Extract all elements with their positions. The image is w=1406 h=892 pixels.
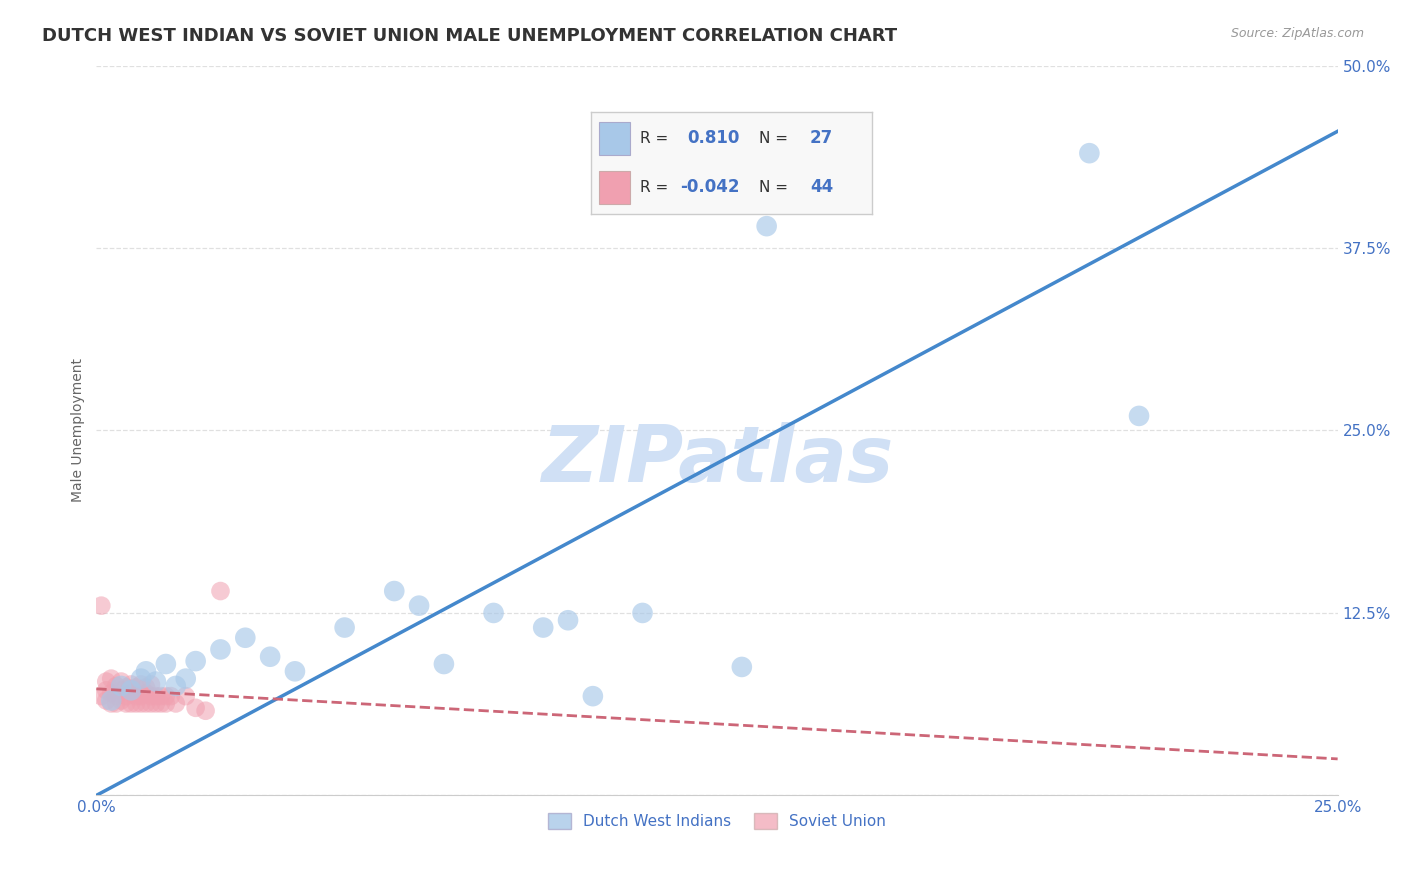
Point [155, 697, 177, 711]
Text: R =: R = [640, 130, 673, 145]
Text: Source: ZipAtlas.com: Source: ZipAtlas.com [1230, 27, 1364, 40]
Point [755, 219, 778, 234]
Point [165, 679, 187, 693]
Point [110, 674, 132, 689]
Point [135, 697, 157, 711]
Point [96, 674, 118, 689]
Bar [599, 122, 630, 154]
Text: N =: N = [759, 130, 793, 145]
Point [125, 689, 148, 703]
Text: N =: N = [759, 180, 793, 195]
Point [120, 683, 142, 698]
Point [184, 654, 207, 668]
Point [408, 599, 430, 613]
Point [155, 689, 177, 703]
Point [1128, 409, 1150, 423]
Point [233, 631, 256, 645]
Point [90, 689, 112, 703]
Text: -0.042: -0.042 [681, 178, 740, 196]
Legend: Dutch West Indians, Soviet Union: Dutch West Indians, Soviet Union [541, 807, 893, 835]
Point [110, 679, 132, 693]
Point [259, 649, 281, 664]
Point [100, 686, 122, 700]
Point [582, 689, 605, 703]
Point [174, 672, 197, 686]
Point [382, 584, 405, 599]
Point [194, 704, 217, 718]
Point [135, 686, 157, 700]
Point [145, 697, 167, 711]
Point [125, 697, 148, 711]
Point [333, 621, 356, 635]
Point [105, 679, 128, 693]
Text: 0.810: 0.810 [688, 129, 740, 147]
Point [120, 677, 142, 691]
Text: R =: R = [640, 180, 673, 195]
Point [149, 689, 172, 703]
Point [100, 672, 122, 686]
Text: 44: 44 [810, 178, 834, 196]
Point [96, 683, 118, 698]
Text: 27: 27 [810, 129, 834, 147]
Point [125, 681, 148, 695]
Point [129, 689, 152, 703]
Point [174, 689, 197, 703]
Y-axis label: Male Unemployment: Male Unemployment [72, 359, 86, 502]
Point [115, 681, 138, 695]
Point [105, 697, 128, 711]
Point [149, 697, 172, 711]
Point [90, 599, 112, 613]
Point [159, 689, 181, 703]
Point [209, 584, 232, 599]
Point [110, 693, 132, 707]
Bar [599, 171, 630, 204]
Point [129, 697, 152, 711]
Point [184, 701, 207, 715]
Point [100, 697, 122, 711]
Point [105, 689, 128, 703]
Point [1078, 146, 1101, 161]
Point [284, 665, 307, 679]
Point [129, 677, 152, 691]
Point [531, 621, 554, 635]
Point [115, 697, 138, 711]
Point [139, 697, 162, 711]
Point [433, 657, 456, 671]
Text: ZIPatlas: ZIPatlas [541, 422, 893, 498]
Point [139, 689, 162, 703]
Point [482, 606, 505, 620]
Point [135, 681, 157, 695]
Point [631, 606, 654, 620]
Point [120, 686, 142, 700]
Point [135, 665, 157, 679]
Point [96, 693, 118, 707]
Point [557, 613, 579, 627]
Point [145, 689, 167, 703]
Point [155, 657, 177, 671]
Point [120, 697, 142, 711]
Point [129, 672, 152, 686]
Point [100, 693, 122, 707]
Point [731, 660, 754, 674]
Point [165, 697, 187, 711]
Point [139, 677, 162, 691]
Point [209, 642, 232, 657]
Point [145, 674, 167, 689]
Point [110, 683, 132, 698]
Point [115, 689, 138, 703]
Text: DUTCH WEST INDIAN VS SOVIET UNION MALE UNEMPLOYMENT CORRELATION CHART: DUTCH WEST INDIAN VS SOVIET UNION MALE U… [42, 27, 897, 45]
